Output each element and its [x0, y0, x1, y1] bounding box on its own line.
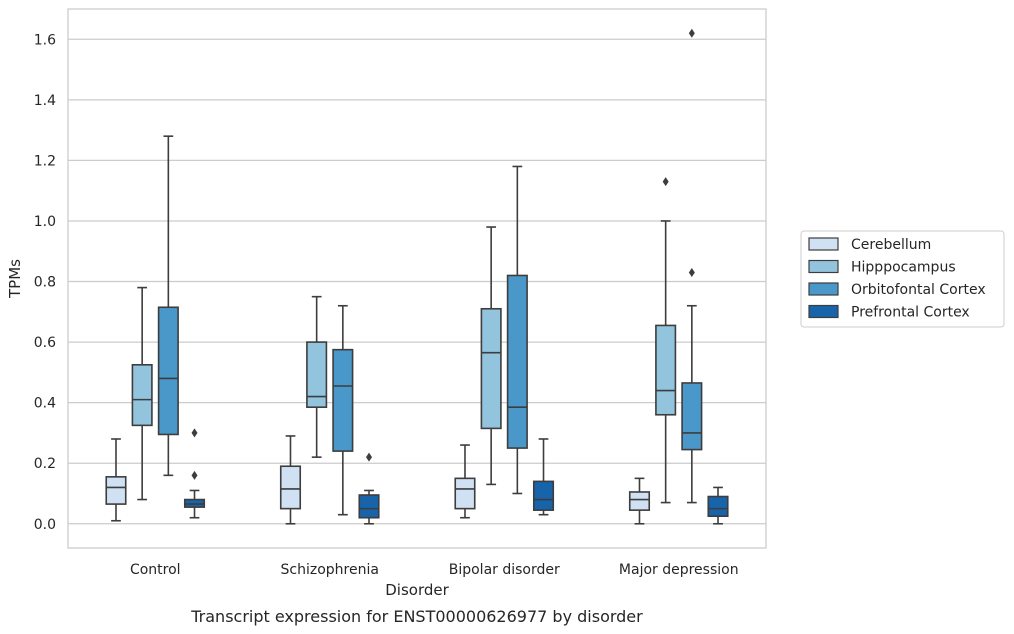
box-hipppocampus-3 [656, 177, 676, 502]
box-orbitofontal-cortex-1 [333, 306, 353, 515]
legend-swatch [809, 261, 838, 273]
box-body [656, 325, 676, 414]
box-body [481, 309, 501, 429]
x-tick-label: Major depression [619, 562, 739, 578]
box-orbitofontal-cortex-2 [508, 166, 528, 493]
legend-entry-label: Orbitofontal Cortex [851, 282, 986, 298]
x-axis-label: Disorder [385, 581, 449, 599]
outlier-marker [366, 453, 372, 462]
y-tick-label: 0.6 [34, 335, 56, 351]
legend-swatch [809, 238, 838, 250]
box-prefrontal-cortex-2 [534, 439, 554, 515]
box-prefrontal-cortex-0 [185, 428, 205, 517]
x-tick-label: Control [130, 562, 181, 578]
legend-entry-label: Hipppocampus [851, 260, 956, 276]
x-tick-label: Schizophrenia [281, 562, 379, 578]
legend-swatch [809, 306, 838, 318]
box-body [508, 275, 528, 448]
y-tick-label: 0.8 [34, 275, 56, 291]
box-body [106, 477, 126, 504]
y-tick-label: 0.4 [34, 396, 56, 412]
box-prefrontal-cortex-3 [708, 487, 728, 523]
plot-area-frame [68, 9, 766, 548]
legend: Cerebellum Hipppocampus Orbitofontal Corte… [801, 231, 1004, 327]
box-body [534, 481, 554, 510]
legend-entry-label: Cerebellum [851, 237, 931, 253]
y-tick-label: 0.2 [34, 456, 56, 472]
grid-lines [68, 39, 766, 523]
box-body [132, 365, 152, 426]
box-cerebellum-3 [630, 478, 650, 523]
box-hipppocampus-0 [132, 288, 152, 500]
box-body [359, 495, 379, 518]
box-body [307, 342, 327, 407]
y-tick-label: 1.4 [34, 93, 56, 109]
outlier-marker [192, 428, 198, 437]
box-hipppocampus-2 [481, 227, 501, 484]
outlier-marker [663, 177, 669, 186]
box-body [630, 492, 650, 510]
box-cerebellum-0 [106, 439, 126, 521]
box-body [333, 350, 353, 451]
box-cerebellum-2 [455, 445, 475, 518]
outlier-marker [689, 268, 695, 277]
y-tick-label: 1.2 [34, 153, 56, 169]
box-cerebellum-1 [281, 436, 301, 524]
boxes [106, 29, 728, 524]
chart-caption: Transcript expression for ENST0000062697… [190, 607, 643, 626]
outlier-marker [689, 29, 695, 38]
y-axis-ticks: 0.0 0.2 0.4 0.6 0.8 1.0 1.2 1.4 1.6 [34, 32, 56, 532]
box-body [708, 497, 728, 517]
legend-entry-label: Prefrontal Cortex [851, 305, 970, 321]
box-body [281, 466, 301, 508]
box-body [455, 478, 475, 508]
box-body [682, 383, 702, 450]
x-axis-ticks: Control Schizophrenia Bipolar disorder Majo… [130, 562, 739, 578]
box-body [159, 307, 179, 434]
box-orbitofontal-cortex-0 [159, 136, 179, 475]
y-axis-label: TPMs [6, 259, 24, 299]
y-tick-label: 0.0 [34, 517, 56, 533]
x-tick-label: Bipolar disorder [449, 562, 560, 578]
legend-swatch [809, 283, 838, 295]
box-hipppocampus-1 [307, 297, 327, 457]
outlier-marker [192, 471, 198, 480]
y-tick-label: 1.6 [34, 32, 56, 48]
y-tick-label: 1.0 [34, 214, 56, 230]
